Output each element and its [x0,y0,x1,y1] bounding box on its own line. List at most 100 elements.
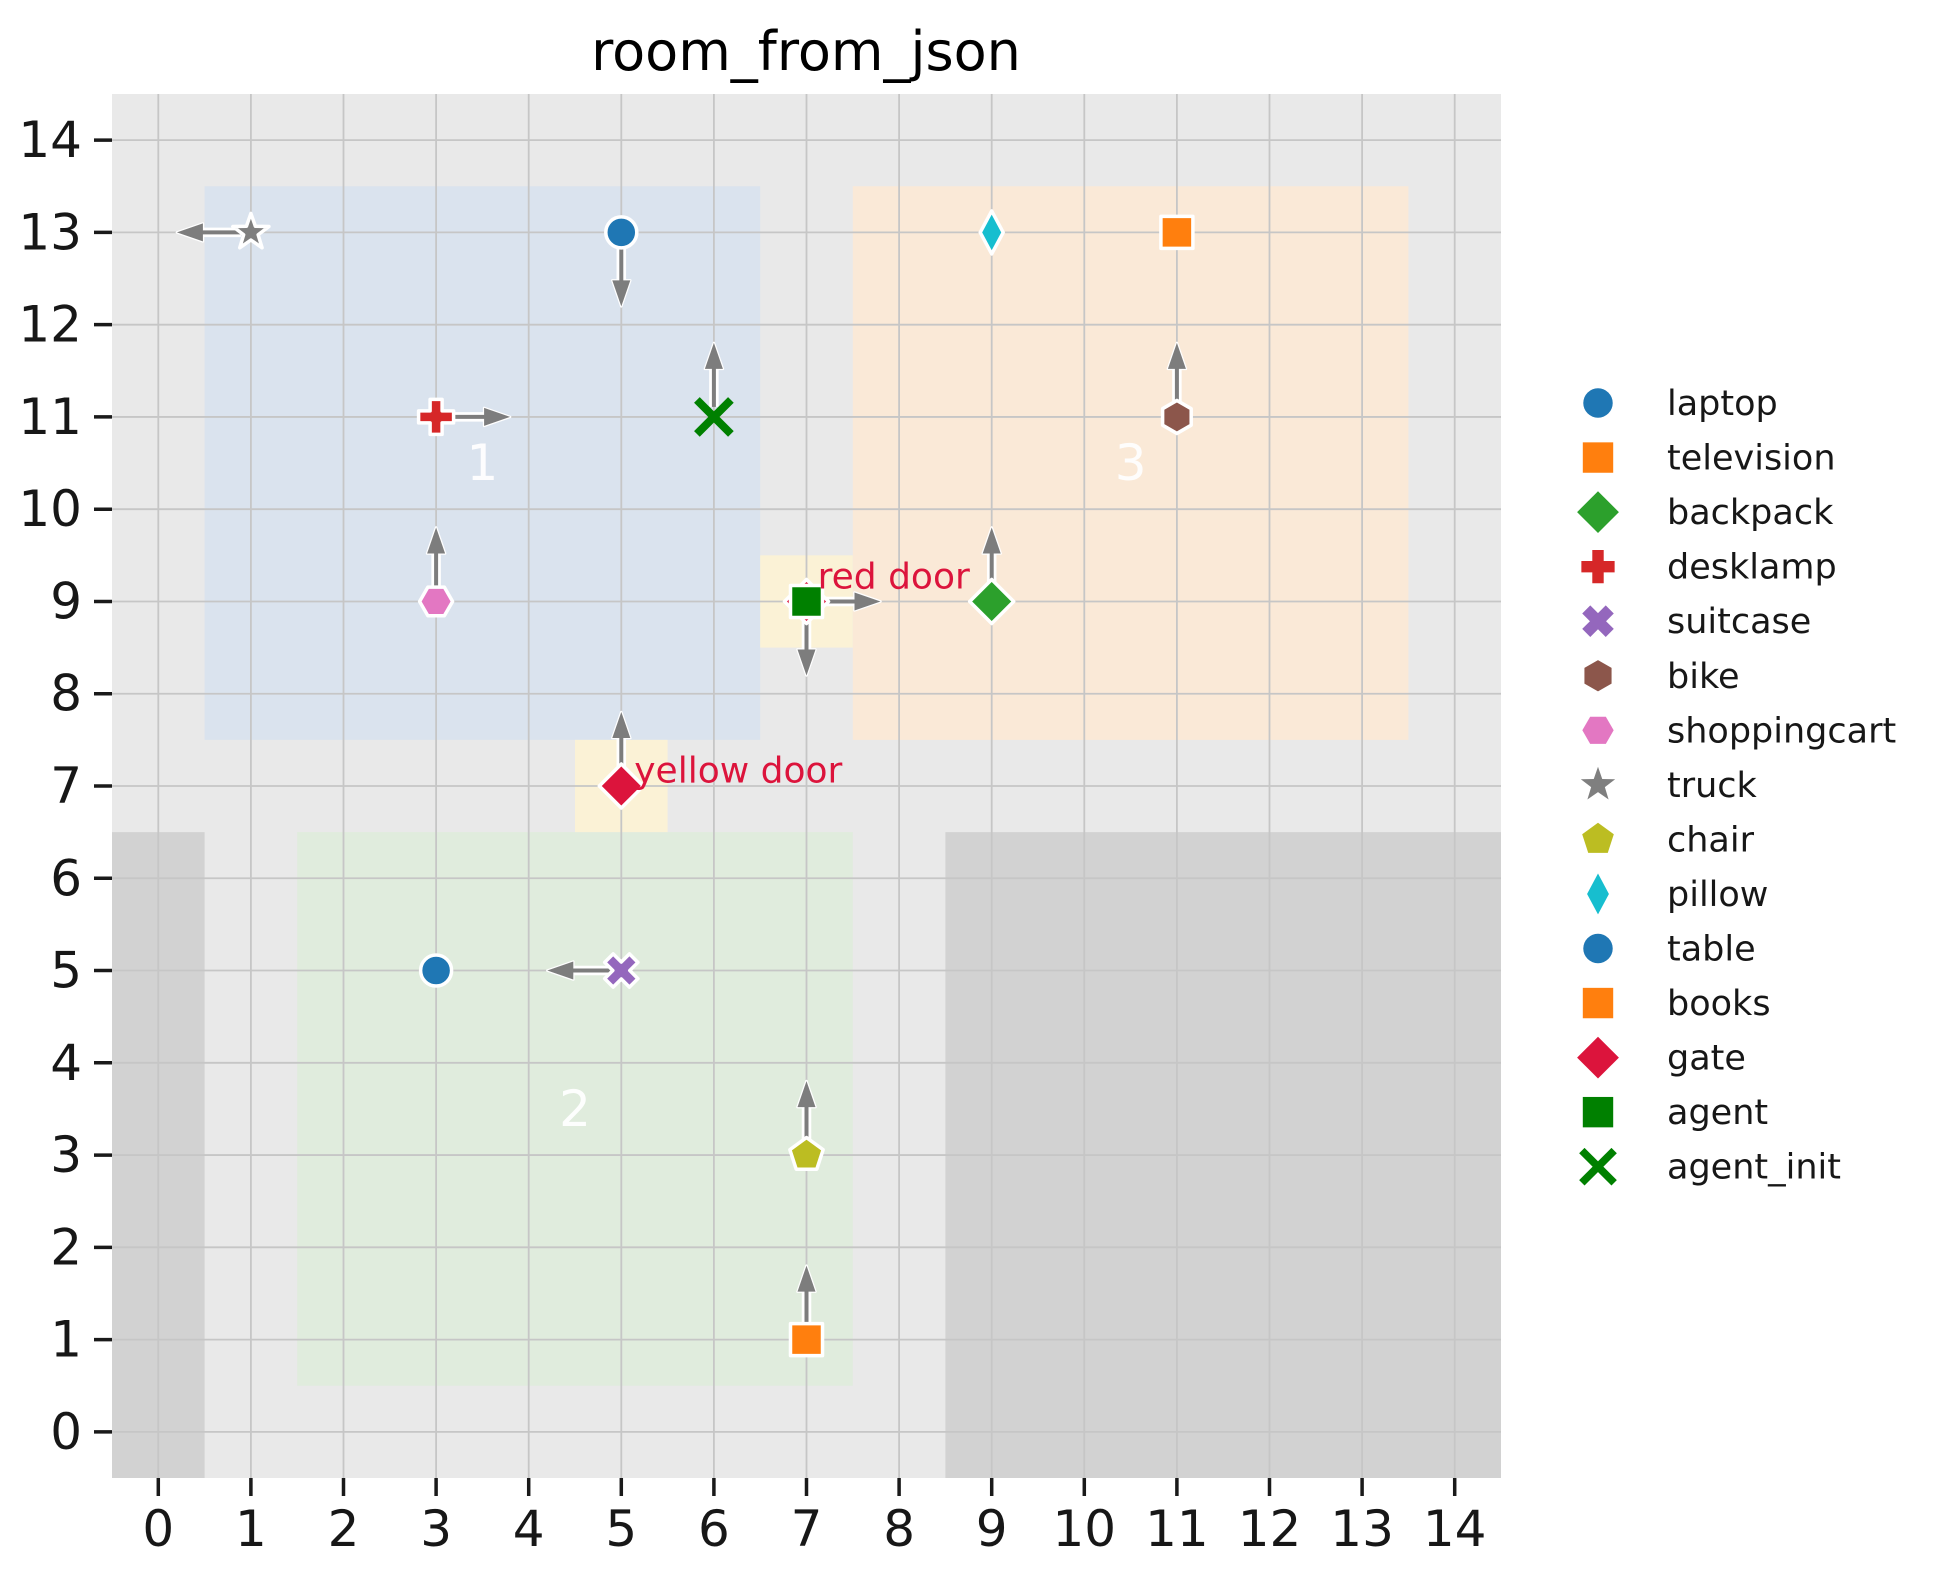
legend-desklamp-label: desklamp [1667,548,1837,588]
marker-table [418,953,454,988]
object-markers-layer [231,209,1195,1358]
marker-truck [231,211,271,250]
y-tick-label-9: 9 [50,572,82,630]
legend-laptop-marker-icon [1583,388,1613,418]
legend-chair-label: chair [1667,820,1755,860]
legend-item-chair: chair [1582,820,1755,860]
legend-suitcase-marker-icon [1582,605,1614,637]
x-tick-label-1: 1 [235,1500,267,1558]
room-3-label: 3 [1115,434,1147,492]
legend-item-suitcase: suitcase [1582,602,1811,642]
x-tick-label-4: 4 [513,1500,545,1558]
x-tick-label-2: 2 [328,1500,360,1558]
y-tick-label-10: 10 [18,480,82,538]
legend-books-label: books [1667,984,1771,1024]
legend-gate-label: gate [1667,1039,1746,1079]
legend-item-bike: bike [1584,657,1740,697]
y-tick-label-4: 4 [50,1034,82,1092]
legend-suitcase-label: suitcase [1667,602,1811,642]
y-tick-label-11: 11 [18,388,82,446]
legend-item-books: books [1582,984,1771,1024]
room-1-area [204,186,761,740]
room-1-label: 1 [466,434,498,492]
legend-item-truck: truck [1580,766,1758,806]
marker-desklamp [416,397,456,437]
legend-item-desklamp: desklamp [1581,548,1837,588]
legend-television-label: television [1667,439,1836,479]
y-tick-label-0: 0 [50,1403,82,1461]
y-tick-label-8: 8 [50,665,82,723]
x-tick-label-9: 9 [976,1500,1008,1558]
legend-truck-label: truck [1667,766,1758,806]
gridlines-layer [112,94,1501,1478]
y-tick-label-6: 6 [50,849,82,907]
y-tick-label-3: 3 [50,1126,82,1184]
legend: laptop television backpack desklamp suitcase… [1577,384,1896,1188]
red-door-label: red door [818,557,970,598]
x-tick-label-13: 13 [1330,1500,1394,1558]
marker-laptop [604,215,639,250]
legend-shoppingcart-label: shoppingcart [1667,711,1896,751]
marker-chair [788,1135,825,1171]
y-tick-label-5: 5 [50,942,82,1000]
y-tick-label-13: 13 [18,203,82,261]
room-2-label: 2 [559,1080,591,1138]
legend-books-marker-icon [1582,987,1614,1019]
legend-item-agent_init: agent_init [1579,1147,1841,1188]
legend-laptop-label: laptop [1667,384,1778,424]
legend-chair-marker-icon [1582,822,1614,853]
x-tick-label-7: 7 [791,1500,823,1558]
orientation-arrows-layer [175,222,1188,1330]
y-tick-label-7: 7 [50,757,82,815]
x-tick-label-3: 3 [420,1500,452,1558]
legend-agent_init-label: agent_init [1667,1148,1841,1188]
legend-truck-marker-icon [1580,766,1616,800]
marker-television [1159,214,1195,251]
marker-bike [1160,398,1193,436]
x-tick-label-11: 11 [1145,1500,1209,1558]
text-labels-layer: 1 2 3 yellow door red door [466,434,1146,1138]
x-tick-label-6: 6 [698,1500,730,1558]
marker-suitcase [602,952,640,989]
legend-shoppingcart-marker-icon [1582,716,1614,744]
marker-pillow [978,209,1005,256]
x-tick-label-10: 10 [1052,1500,1116,1558]
marker-shoppingcart [417,585,455,618]
x-tick-label-14: 14 [1423,1500,1487,1558]
marker-backpack [967,577,1016,626]
marker-agent [788,583,825,620]
legend-item-shoppingcart: shoppingcart [1582,711,1896,751]
legend-item-gate: gate [1577,1036,1746,1079]
y-tick-label-2: 2 [50,1218,82,1276]
room-3-area [852,186,1409,740]
x-tick-label-5: 5 [605,1500,637,1558]
legend-desklamp-marker-icon [1581,550,1615,584]
agent_init-orientation-arrow [703,341,725,407]
room-2-area [297,832,853,1386]
marker-books [788,1321,825,1358]
plot-title: room_from_json [591,20,1021,83]
marker-agent_init [694,397,734,437]
shoppingcart-orientation-arrow [425,526,447,592]
legend-agent_init-marker-icon [1579,1147,1617,1186]
legend-item-pillow: pillow [1587,873,1768,915]
legend-television-marker-icon [1582,442,1614,473]
x-tick-label-0: 0 [142,1500,174,1558]
legend-table-marker-icon [1583,933,1613,964]
suitcase-orientation-arrow [546,960,612,981]
legend-item-laptop: laptop [1583,384,1778,424]
legend-item-backpack: backpack [1577,491,1834,533]
legend-bike-label: bike [1667,657,1740,697]
yellow-door-label: yellow door [634,750,842,791]
legend-backpack-label: backpack [1667,493,1834,533]
y-tick-label-14: 14 [18,111,82,169]
legend-item-table: table [1583,930,1756,970]
legend-pillow-label: pillow [1667,875,1768,915]
legend-table-label: table [1667,930,1756,970]
legend-bike-marker-icon [1584,660,1612,692]
legend-agent-marker-icon [1582,1096,1614,1128]
x-tick-label-8: 8 [883,1500,915,1558]
y-tick-label-1: 1 [50,1311,82,1369]
